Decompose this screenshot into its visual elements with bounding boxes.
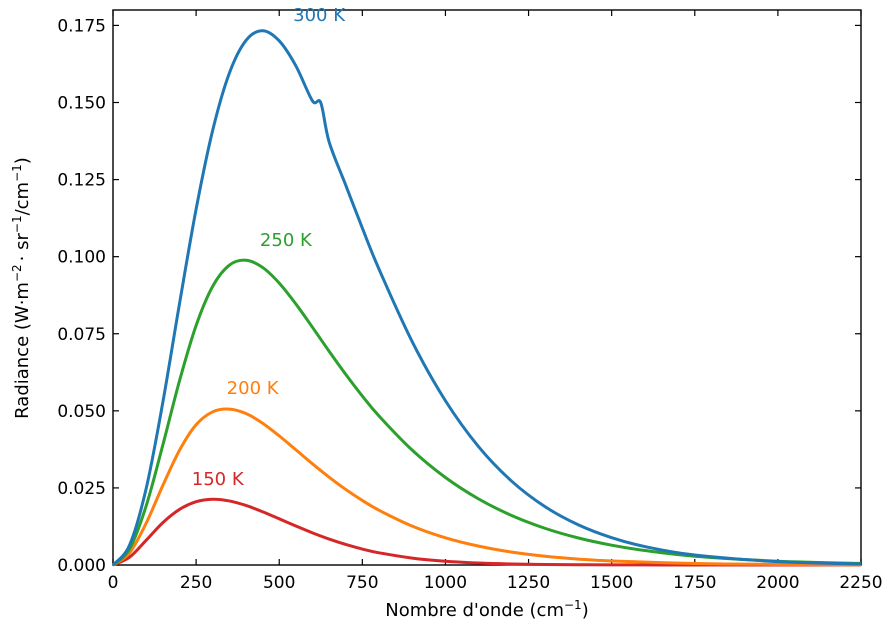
curve-label-300-k: 300 K <box>293 5 346 26</box>
series-line-300-k <box>111 29 862 567</box>
x-axis: 0 250 500 750 1000 1250 1500 1750 2000 2250 <box>108 10 883 593</box>
series-line-200-k <box>112 407 862 567</box>
curve-labels: 300 K 250 K 200 K 150 K <box>192 5 346 490</box>
y-tick-label: 0.150 <box>57 94 106 114</box>
y-tick-label: 0.125 <box>57 171 106 191</box>
y-tick-label: 0.050 <box>57 402 106 422</box>
x-axis-title: Nombre d'onde (cm−1) <box>385 598 588 621</box>
y-tick-label: 0.000 <box>57 556 106 576</box>
y-tick-label: 0.100 <box>57 248 106 268</box>
y-tick-label: 0.075 <box>57 325 106 345</box>
y-axis: 0.000 0.025 0.050 0.075 0.100 0.125 0.150 0.175 <box>57 16 861 576</box>
plot-frame <box>112 9 862 566</box>
x-tick-label: 1000 <box>424 573 467 593</box>
x-tick-label: 0 <box>108 573 119 593</box>
y-axis-title: Radiance (W·m−2· sr−1/cm−1) <box>10 157 33 419</box>
x-tick-label: 250 <box>180 573 212 593</box>
x-tick-label: 1250 <box>507 573 550 593</box>
curve-label-200-k: 200 K <box>227 378 280 399</box>
series-group <box>111 29 862 567</box>
x-tick-label: 1500 <box>590 573 633 593</box>
x-tick-label: 2000 <box>756 573 799 593</box>
x-tick-label: 750 <box>346 573 378 593</box>
series-line-150-k <box>112 497 862 567</box>
x-tick-label: 2250 <box>839 573 882 593</box>
curve-label-250-k: 250 K <box>260 230 313 251</box>
x-tick-label: 500 <box>263 573 295 593</box>
y-tick-label: 0.175 <box>57 16 106 36</box>
series-line-250-k <box>111 258 862 567</box>
x-tick-label: 1750 <box>673 573 716 593</box>
y-tick-label: 0.025 <box>57 479 106 499</box>
curve-label-150-k: 150 K <box>192 469 245 490</box>
